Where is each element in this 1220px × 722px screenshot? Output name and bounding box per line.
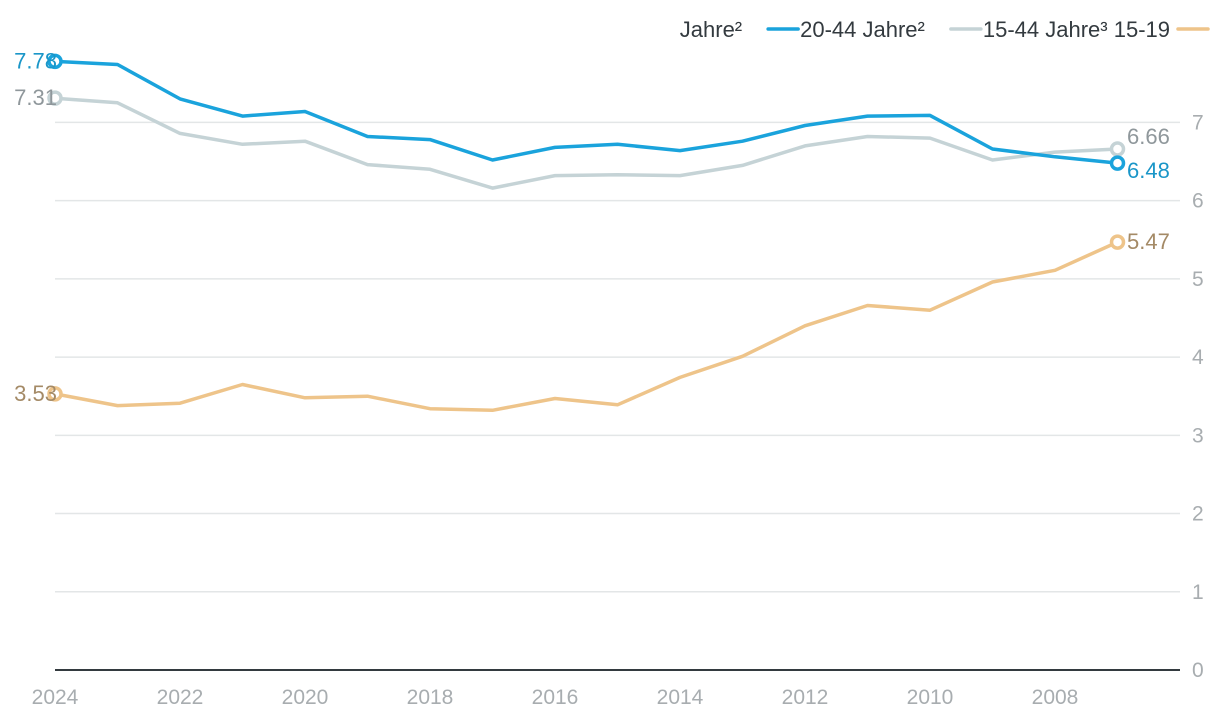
- gridlines: [55, 121, 1180, 671]
- legend-label: 15-44 Jahre³ 15-19: [983, 17, 1170, 42]
- y-tick-label: 6: [1192, 190, 1204, 213]
- x-tick-label: 2008: [1032, 686, 1079, 709]
- series-end-labels: 3.53 5.47 7.31 6.66 7.78 6.48: [14, 48, 1170, 405]
- legend: Jahre² 20-44 Jahre² 15-44 Jahre³ 15-19: [680, 17, 1210, 42]
- series-end-marker: [47, 90, 63, 106]
- legend-label: Jahre²: [680, 17, 742, 42]
- y-tick-label: 0: [1192, 659, 1204, 682]
- series-start-label: 7.78: [14, 48, 57, 73]
- series-lines: [53, 59, 1120, 413]
- series-start-label: 3.53: [14, 381, 57, 406]
- series-end-marker: [47, 53, 63, 70]
- series-end-label: 6.48: [1127, 158, 1170, 183]
- y-tick-label: 2: [1192, 503, 1204, 526]
- x-tick-label: 2022: [157, 686, 204, 709]
- series-markers: [47, 53, 1126, 402]
- series-end-marker: [1109, 155, 1126, 171]
- y-tick-label: 5: [1192, 268, 1204, 291]
- x-tick-label: 2012: [782, 686, 829, 709]
- x-tick-label: 2016: [532, 686, 579, 709]
- series-end-label: 5.47: [1127, 229, 1170, 254]
- series-line: [53, 59, 1120, 165]
- series-end-marker: [1109, 141, 1126, 157]
- series-end-marker: [47, 386, 63, 402]
- legend-label: 20-44 Jahre²: [800, 17, 925, 42]
- x-axis-ticks: 2024 2022 2020 2018 2016 2014 2012 2010 2008: [32, 686, 1079, 709]
- series-start-label: 7.31: [14, 85, 57, 110]
- series-end-label: 6.66: [1127, 124, 1170, 149]
- y-tick-label: 7: [1192, 111, 1204, 134]
- x-tick-label: 2020: [282, 686, 329, 709]
- series-line: [53, 240, 1120, 413]
- x-tick-label: 2014: [657, 686, 704, 709]
- x-tick-label: 2010: [907, 686, 954, 709]
- y-tick-label: 4: [1192, 346, 1204, 369]
- x-tick-label: 2024: [32, 686, 79, 709]
- y-axis-ticks: 0 1 2 3 4 5 6 7: [1192, 111, 1204, 682]
- series-end-marker: [1109, 234, 1126, 250]
- y-tick-label: 3: [1192, 424, 1204, 447]
- series-line: [53, 96, 1120, 190]
- x-tick-label: 2018: [407, 686, 454, 709]
- y-tick-label: 1: [1192, 581, 1204, 604]
